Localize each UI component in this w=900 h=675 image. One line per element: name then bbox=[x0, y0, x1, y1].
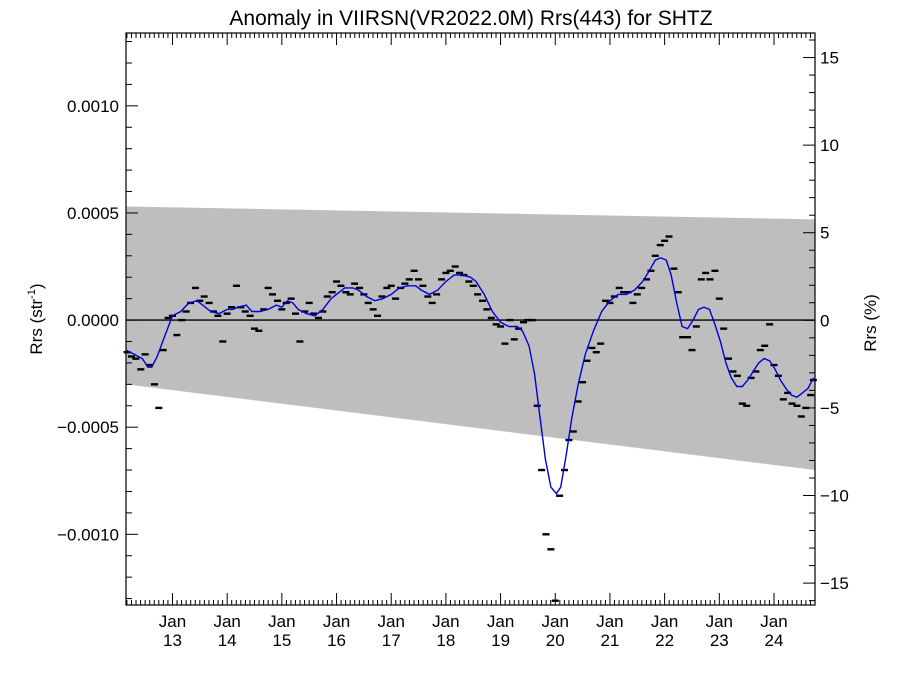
y-tick-label: 0.0000 bbox=[67, 311, 119, 330]
x-tick-month-label: Jan bbox=[432, 612, 459, 631]
x-tick-year-label: 17 bbox=[382, 631, 401, 650]
y-tick-label: 0.0005 bbox=[67, 204, 119, 223]
x-tick-month-label: Jan bbox=[213, 612, 240, 631]
y2-tick-label: 0 bbox=[820, 311, 829, 330]
y2-tick-label: −15 bbox=[820, 574, 849, 593]
x-tick-year-label: 18 bbox=[436, 631, 455, 650]
x-tick-month-label: Jan bbox=[159, 612, 186, 631]
y-tick-label: 0.0010 bbox=[67, 97, 119, 116]
smoothed-anomaly-line bbox=[125, 257, 815, 495]
y2-tick-label: 10 bbox=[820, 136, 839, 155]
x-tick-month-label: Jan bbox=[323, 612, 350, 631]
x-tick-year-label: 13 bbox=[163, 631, 182, 650]
x-tick-month-label: Jan bbox=[706, 612, 733, 631]
x-tick-year-label: 22 bbox=[655, 631, 674, 650]
y2-tick-label: 15 bbox=[820, 49, 839, 68]
x-tick-month-label: Jan bbox=[487, 612, 514, 631]
x-tick-year-label: 21 bbox=[600, 631, 619, 650]
y2-tick-label: −10 bbox=[820, 487, 849, 506]
x-tick-year-label: 16 bbox=[327, 631, 346, 650]
y-axis-label: Rrs (str-1) bbox=[26, 283, 46, 354]
x-tick-month-label: Jan bbox=[651, 612, 678, 631]
x-tick-year-label: 23 bbox=[710, 631, 729, 650]
x-tick-month-label: Jan bbox=[542, 612, 569, 631]
y-tick-label: −0.0010 bbox=[57, 525, 119, 544]
x-tick-year-label: 19 bbox=[491, 631, 510, 650]
x-tick-year-label: 14 bbox=[218, 631, 237, 650]
y-tick-label: −0.0005 bbox=[57, 418, 119, 437]
x-tick-month-label: Jan bbox=[596, 612, 623, 631]
y2-tick-label: −5 bbox=[820, 399, 839, 418]
y2-axis-label: Rrs (%) bbox=[861, 294, 880, 352]
plot-frame bbox=[125, 32, 816, 606]
plot-area: 0.0010 0.0005 0.0000 −0.0005 −0.0010 15 10 5 0 −5… bbox=[57, 32, 849, 650]
x-tick-year-label: 20 bbox=[546, 631, 565, 650]
x-tick-month-label: Jan bbox=[268, 612, 295, 631]
x-tick-year-label: 15 bbox=[272, 631, 291, 650]
y2-tick-label: 5 bbox=[820, 224, 829, 243]
x-tick-month-label: Jan bbox=[377, 612, 404, 631]
x-tick-year-label: 24 bbox=[765, 631, 784, 650]
uncertainty-band bbox=[126, 206, 815, 471]
chart-title: Anomaly in VIIRSN(VR2022.0M) Rrs(443) fo… bbox=[229, 7, 712, 30]
x-tick-month-label: Jan bbox=[760, 612, 787, 631]
